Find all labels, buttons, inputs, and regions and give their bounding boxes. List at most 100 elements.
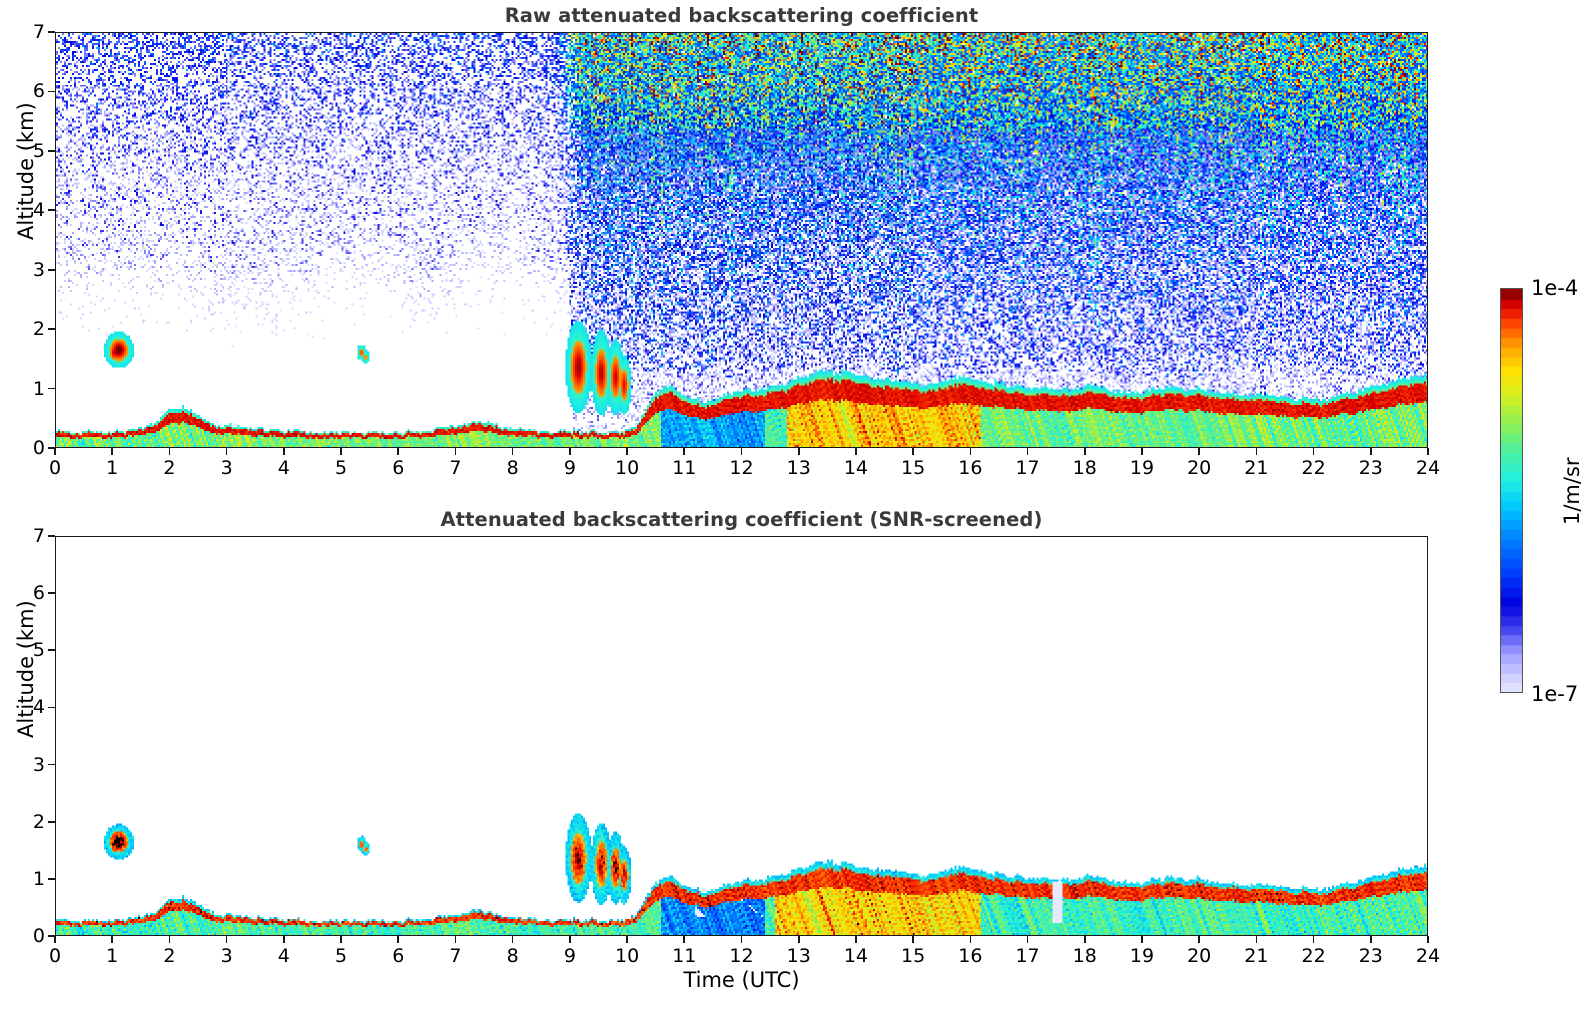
- x-tick: [1026, 448, 1029, 455]
- x-tick: [1255, 448, 1258, 455]
- x-tick: [1198, 448, 1200, 455]
- y-tick: [48, 820, 55, 823]
- y-tick-label: 4: [32, 199, 45, 222]
- x-tick: [1255, 936, 1258, 943]
- x-tick-label: 5: [334, 457, 348, 479]
- x-tick-label: 7: [449, 945, 462, 967]
- x-tick-label: 12: [729, 457, 754, 479]
- x-tick-label: 23: [1358, 945, 1383, 967]
- y-tick: [48, 706, 55, 709]
- y-tick: [48, 268, 55, 271]
- x-tick: [797, 448, 800, 455]
- x-tick: [168, 448, 171, 455]
- colorbar-min-label: 1e-7: [1531, 682, 1579, 706]
- y-tick-label: 5: [32, 639, 45, 662]
- x-tick-label: 10: [614, 457, 640, 479]
- y-tick-label: 7: [32, 21, 45, 43]
- heatmap-screened: [56, 537, 1427, 935]
- y-tick-label: 2: [32, 810, 45, 833]
- x-tick: [54, 448, 56, 455]
- x-tick-label: 24: [1415, 457, 1441, 479]
- heatmap-raw: [56, 33, 1427, 447]
- x-tick: [340, 448, 342, 455]
- x-tick-label: 5: [334, 945, 348, 967]
- x-tick-label: 6: [392, 457, 405, 479]
- y-tick: [48, 878, 55, 880]
- y-axis-title-raw: Altitude (km): [14, 102, 38, 240]
- x-tick-label: 8: [506, 945, 519, 967]
- y-tick-label: 7: [32, 525, 45, 547]
- y-tick: [48, 31, 55, 33]
- y-tick: [48, 209, 55, 212]
- x-tick: [511, 936, 514, 943]
- x-tick-label: 9: [563, 945, 576, 967]
- x-tick-label: 22: [1301, 945, 1326, 967]
- x-tick-label: 4: [277, 945, 290, 967]
- x-tick: [1369, 448, 1372, 455]
- x-tick: [1312, 448, 1315, 455]
- x-tick: [340, 936, 342, 943]
- x-tick: [454, 448, 457, 455]
- x-tick-label: 6: [392, 945, 405, 967]
- x-tick: [111, 448, 113, 455]
- x-tick: [111, 936, 113, 943]
- x-tick: [1312, 936, 1315, 943]
- x-tick: [855, 448, 857, 455]
- x-tick-label: 7: [449, 457, 462, 479]
- x-tick-label: 21: [1244, 945, 1269, 967]
- x-tick: [1369, 936, 1372, 943]
- x-tick: [969, 936, 972, 943]
- x-tick: [397, 936, 400, 943]
- x-tick-label: 12: [729, 945, 754, 967]
- x-tick: [397, 448, 400, 455]
- y-tick-label: 3: [32, 258, 45, 281]
- x-tick-label: 0: [48, 945, 62, 967]
- x-axis-title: Time (UTC): [683, 968, 800, 992]
- x-tick: [740, 448, 743, 455]
- x-tick-label: 20: [1187, 457, 1212, 479]
- colorbar-gradient: [1501, 289, 1522, 692]
- y-tick: [48, 763, 55, 766]
- x-tick: [1198, 936, 1200, 943]
- x-tick: [1026, 936, 1029, 943]
- x-tick: [683, 936, 686, 943]
- y-tick-label: 1: [32, 867, 45, 890]
- x-tick-label: 17: [1015, 457, 1040, 479]
- x-tick: [569, 936, 571, 943]
- x-tick-label: 2: [163, 945, 176, 967]
- x-tick: [969, 448, 972, 455]
- x-tick-label: 2: [163, 457, 176, 479]
- y-tick-label: 3: [32, 753, 45, 776]
- x-tick-label: 22: [1301, 457, 1326, 479]
- x-tick-label: 13: [786, 945, 811, 967]
- x-tick-label: 19: [1129, 945, 1155, 967]
- x-tick: [1141, 936, 1143, 943]
- y-tick: [48, 935, 55, 937]
- x-tick-label: 1: [106, 457, 119, 479]
- x-tick: [283, 448, 285, 455]
- x-tick: [1083, 448, 1086, 455]
- x-tick-label: 0: [48, 457, 62, 479]
- colorbar-max-label: 1e-4: [1531, 276, 1579, 300]
- x-tick: [511, 448, 514, 455]
- x-tick: [225, 936, 228, 943]
- y-tick-label: 5: [32, 139, 45, 162]
- panel-title-screened: Attenuated backscattering coefficient (S…: [440, 508, 1043, 531]
- y-tick: [48, 535, 55, 537]
- colorbar: [1500, 288, 1523, 693]
- y-tick-label: 0: [32, 437, 45, 459]
- x-tick-label: 23: [1358, 457, 1383, 479]
- plot-area-raw: [55, 32, 1428, 448]
- x-tick-label: 17: [1015, 945, 1040, 967]
- x-tick: [855, 936, 857, 943]
- x-tick-label: 8: [506, 457, 519, 479]
- x-tick: [626, 448, 628, 455]
- x-tick-label: 11: [672, 945, 697, 967]
- x-tick: [54, 936, 56, 943]
- x-tick-label: 3: [220, 457, 233, 479]
- x-tick-label: 10: [614, 945, 640, 967]
- x-tick-label: 9: [563, 457, 576, 479]
- x-tick: [283, 936, 285, 943]
- x-tick: [683, 448, 686, 455]
- y-tick: [48, 387, 55, 390]
